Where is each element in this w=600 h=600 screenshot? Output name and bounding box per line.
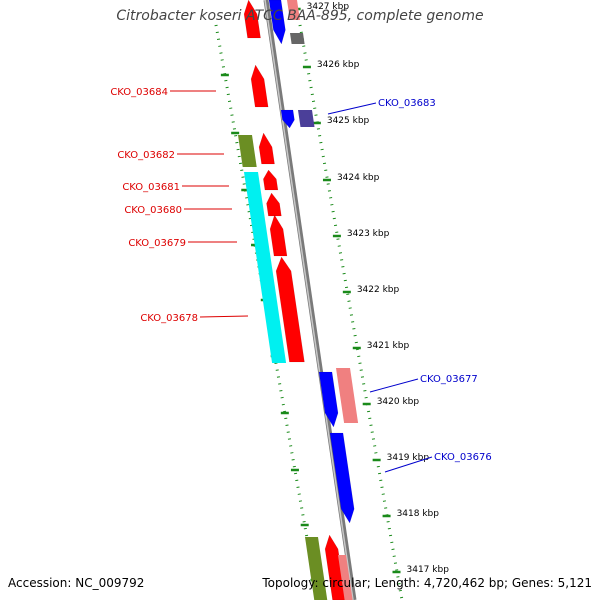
cds-arrow-cko-03679[interactable] bbox=[269, 214, 288, 257]
tick-label-3423: 3423 kbp bbox=[347, 229, 390, 239]
leader-line-cko-03677 bbox=[369, 378, 419, 393]
tick-label-3422: 3422 kbp bbox=[357, 285, 400, 295]
tick-label-3424: 3424 kbp bbox=[337, 173, 380, 183]
cds-arrow-top-red[interactable] bbox=[243, 0, 261, 39]
tick-layer: 3427 kbp 3426 kbp 3425 kbp 3424 kbp 3423 kbp… bbox=[220, 2, 450, 582]
gene-label-cko-03676[interactable]: CKO_03676 bbox=[434, 452, 492, 463]
cds-arrow-cko-03680[interactable] bbox=[266, 192, 282, 217]
cds-bar-top-pink bbox=[287, 0, 300, 20]
map-title: Citrobacter koseri ATCC BAA-895, complet… bbox=[116, 8, 484, 24]
cds-arrow-bottom-red[interactable] bbox=[324, 534, 346, 600]
gene-label-cko-03678[interactable]: CKO_03678 bbox=[140, 313, 198, 324]
tick-label-3426: 3426 kbp bbox=[317, 60, 360, 70]
gene-label-cko-03683[interactable]: CKO_03683 bbox=[378, 98, 436, 109]
gene-label-cko-03679[interactable]: CKO_03679 bbox=[128, 238, 186, 249]
topology-text: Topology: circular; Length: 4,720,462 bp… bbox=[262, 576, 592, 590]
cds-arrow-cko-03676[interactable] bbox=[329, 432, 355, 524]
gene-label-cko-03677[interactable]: CKO_03677 bbox=[420, 374, 478, 385]
leader-line-cko-03678 bbox=[199, 315, 249, 318]
cds-arrow-cko-03677[interactable] bbox=[318, 371, 339, 428]
cds-bar-bottom-olive bbox=[305, 537, 328, 600]
cds-bar-top-gray bbox=[290, 33, 305, 44]
tick-label-3418: 3418 kbp bbox=[397, 509, 440, 519]
tick-label-3425: 3425 kbp bbox=[327, 116, 370, 126]
cds-bar-cko-03683 bbox=[298, 110, 315, 127]
cds-arrow-top-blue[interactable] bbox=[268, 0, 286, 45]
cds-arrow-cko-03684[interactable] bbox=[250, 64, 269, 108]
accession-text: Accession: NC_009792 bbox=[8, 576, 145, 590]
tick-label-3419: 3419 kbp bbox=[387, 453, 430, 463]
tick-label-3420: 3420 kbp bbox=[377, 397, 420, 407]
cds-arrow-cko-03682[interactable] bbox=[258, 132, 275, 165]
gene-label-cko-03682[interactable]: CKO_03682 bbox=[117, 150, 175, 161]
gene-label-cko-03680[interactable]: CKO_03680 bbox=[124, 205, 182, 216]
cds-bar-cko-03682-olive bbox=[238, 135, 257, 167]
cds-arrow-cko-03681[interactable] bbox=[263, 169, 279, 191]
cds-bar-bottom-pink bbox=[338, 555, 353, 600]
gene-label-cko-03684[interactable]: CKO_03684 bbox=[110, 87, 168, 98]
cds-bar-cko-03677-pink bbox=[336, 368, 359, 423]
tick-label-3421: 3421 kbp bbox=[367, 341, 410, 351]
gene-label-layer: CKO_03684 CKO_03683 CKO_03682 CKO_03681 CKO_… bbox=[110, 87, 492, 473]
cds-arrow-cko-03678[interactable] bbox=[275, 256, 305, 363]
genome-backbone bbox=[263, 0, 357, 600]
leader-line-cko-03676 bbox=[384, 456, 433, 473]
tick-label-3417: 3417 kbp bbox=[407, 565, 450, 575]
gene-label-cko-03681[interactable]: CKO_03681 bbox=[122, 182, 180, 193]
leader-line-cko-03683 bbox=[327, 102, 377, 115]
cds-bar-cyan bbox=[244, 172, 287, 363]
genome-backbone-highlight bbox=[264, 0, 354, 600]
tick-label-3427: 3427 kbp bbox=[307, 2, 350, 12]
cds-arrow-cko-03683-a[interactable] bbox=[280, 109, 295, 129]
cds-layer bbox=[238, 0, 359, 600]
